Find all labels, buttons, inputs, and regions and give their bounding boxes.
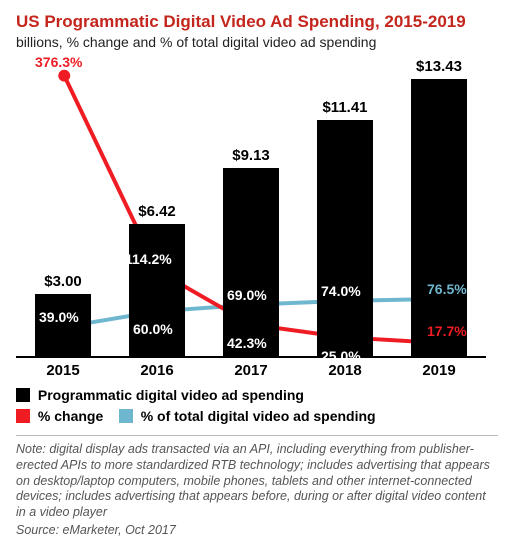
x-tick: 2015 [16, 362, 110, 379]
x-tick: 2016 [110, 362, 204, 379]
change-point-label: 25.0% [321, 348, 361, 364]
bar [411, 79, 467, 357]
legend: Programmatic digital video ad spending %… [16, 385, 498, 427]
share-point-label: 74.0% [321, 283, 361, 299]
footnote: Note: digital display ads transacted via… [16, 435, 498, 520]
legend-label: % of total digital video ad spending [141, 408, 376, 424]
source-line: Source: eMarketer, Oct 2017 [16, 523, 498, 537]
bar-value-label: $13.43 [416, 58, 462, 75]
change-marker [58, 70, 70, 82]
x-tick: 2017 [204, 362, 298, 379]
bar-value-label: $11.41 [322, 99, 367, 116]
bar [317, 120, 373, 356]
legend-label: Programmatic digital video ad spending [38, 387, 304, 403]
chart-container: US Programmatic Digital Video Ad Spendin… [0, 0, 514, 547]
bar-value-label: $3.00 [44, 273, 82, 290]
change-point-label: 376.3% [35, 54, 82, 70]
change-point-label: 17.7% [427, 323, 467, 339]
legend-swatch [16, 388, 30, 402]
chart-subtitle: billions, % change and % of total digita… [16, 34, 498, 50]
bar-value-label: $6.42 [138, 203, 176, 220]
bar [35, 294, 91, 356]
legend-swatch [119, 409, 133, 423]
legend-label: % change [38, 408, 103, 424]
share-point-label: 60.0% [133, 321, 173, 337]
bar [223, 168, 279, 357]
bar-value-label: $9.13 [232, 147, 270, 164]
share-point-label: 69.0% [227, 287, 267, 303]
change-point-label: 114.2% [125, 251, 172, 267]
legend-row-2: % change % of total digital video ad spe… [16, 406, 498, 427]
chart-title: US Programmatic Digital Video Ad Spendin… [16, 12, 498, 32]
share-point-label: 76.5% [427, 281, 467, 297]
legend-row-1: Programmatic digital video ad spending [16, 385, 498, 406]
share-point-label: 39.0% [39, 309, 79, 325]
legend-swatch [16, 409, 30, 423]
x-tick: 2018 [298, 362, 392, 379]
x-axis: 20152016201720182019 [16, 362, 486, 379]
change-point-label: 42.3% [227, 335, 267, 351]
x-tick: 2019 [392, 362, 486, 379]
plot-area: $3.00 $6.42 $9.13 $11.41 $13.43 39.0% 60.0% 69.… [16, 58, 486, 358]
